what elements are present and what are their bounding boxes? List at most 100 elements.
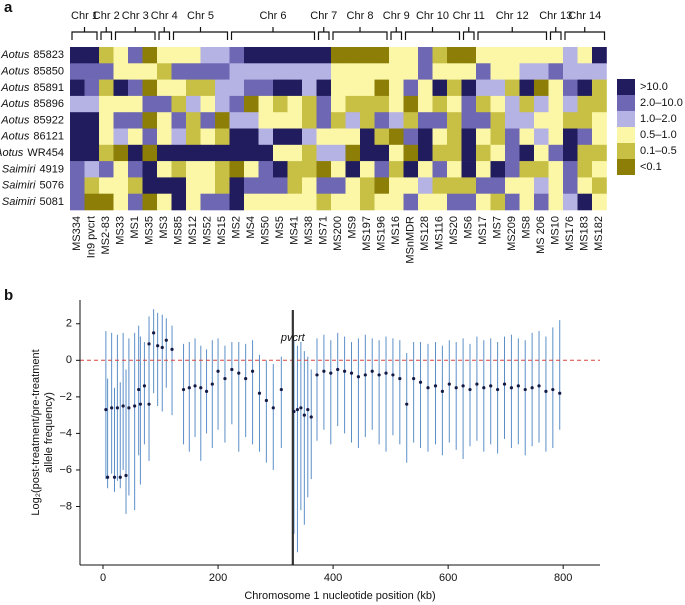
heatmap-cell [345, 79, 361, 97]
heatmap-cell [418, 79, 433, 97]
heatmap-cell [505, 177, 520, 194]
heatmap-cell [258, 128, 274, 146]
column-label: MS 206 [535, 216, 547, 254]
heatmap-cell [84, 47, 100, 64]
data-point [264, 398, 268, 403]
heatmap-cell [316, 177, 332, 194]
heatmap-cell [99, 63, 114, 80]
y-tick-label: 2 [66, 318, 72, 330]
heatmap-cell [215, 128, 230, 146]
heatmap-cell [258, 95, 274, 113]
data-point [502, 382, 507, 386]
heatmap-cell [84, 112, 100, 129]
heatmap-cell [592, 79, 607, 97]
column-label: MS334 [71, 216, 83, 251]
legend-swatch [617, 79, 635, 95]
heatmap-cell [360, 161, 375, 178]
heatmap-cell [200, 161, 216, 178]
heatmap-cell [505, 144, 520, 162]
heatmap-cell [345, 63, 361, 80]
column-label: MS10 [550, 216, 562, 245]
heatmap-cell [577, 193, 593, 211]
heatmap-cell [171, 177, 187, 194]
heatmap-cell [273, 193, 288, 211]
data-point [230, 367, 234, 372]
row-label: Aotus 85922 [0, 114, 64, 126]
heatmap-cell [244, 47, 259, 64]
heatmap-cell [244, 177, 259, 194]
data-point [170, 347, 174, 351]
heatmap-cell [418, 47, 433, 64]
chromosome-bracket [564, 27, 606, 40]
heatmap-cell [70, 177, 85, 194]
heatmap-cell [447, 112, 462, 129]
heatmap-cell [432, 161, 448, 178]
heatmap-cell [331, 144, 346, 162]
heatmap-cell [577, 128, 593, 146]
heatmap-cell [461, 112, 477, 129]
column-label: MS38 [303, 216, 315, 245]
data-point [475, 382, 479, 386]
chromosome-bracket [404, 27, 461, 40]
heatmap-cell [432, 128, 448, 146]
heatmap-cell [592, 95, 607, 113]
heatmap-cell [548, 193, 564, 211]
data-point [418, 380, 423, 384]
data-point [426, 386, 430, 390]
heatmap-cell [331, 95, 346, 113]
chromosome-bracket [114, 27, 156, 40]
legend-label: <0.1 [640, 161, 662, 173]
data-point [405, 402, 409, 406]
heatmap-cell [548, 144, 564, 162]
heatmap-cell [548, 63, 564, 80]
heatmap-cell [447, 63, 462, 80]
heatmap-cell [476, 161, 491, 178]
data-point [137, 387, 141, 392]
row-label: AotusWR454 [0, 147, 64, 159]
heatmap-cell [186, 161, 201, 178]
data-point [118, 475, 122, 479]
heatmap-cell [461, 63, 477, 80]
data-point [398, 376, 402, 381]
heatmap-cell [360, 128, 375, 146]
heatmap-cell [70, 63, 85, 80]
chromosome-label: Chr 2 [93, 10, 120, 22]
data-point [160, 345, 164, 350]
heatmap-cell [418, 144, 433, 162]
heatmap-cell [360, 112, 375, 129]
heatmap-cell [345, 128, 361, 146]
heatmap-cell [142, 144, 158, 162]
heatmap-cell [389, 112, 404, 129]
heatmap-cell [200, 47, 216, 64]
heatmap-cell [418, 193, 433, 211]
heatmap-cell [244, 63, 259, 80]
heatmap-cell [345, 193, 361, 211]
heatmap-cell [418, 161, 433, 178]
heatmap-cell [403, 112, 419, 129]
x-tick-label: 200 [209, 572, 227, 584]
heatmap-cell [374, 193, 390, 211]
data-point [104, 408, 108, 412]
row-genus: Aotus [0, 49, 30, 61]
heatmap-cell [577, 47, 593, 64]
heatmap-cell [229, 128, 245, 146]
heatmap-cell [287, 144, 303, 162]
heatmap-cell [418, 128, 433, 146]
heatmap-cell [563, 193, 578, 211]
row-genus: Saimiri [2, 196, 36, 208]
row-id: 85922 [33, 114, 64, 126]
chromosome-label: Chr 14 [568, 10, 601, 22]
heatmap-cell [519, 112, 535, 129]
data-point [343, 369, 347, 373]
heatmap-cell [389, 63, 404, 80]
heatmap-cell [70, 47, 85, 64]
heatmap-cell [128, 95, 143, 113]
row-id: 5081 [40, 196, 64, 208]
heatmap-cell [215, 112, 230, 129]
data-point [544, 389, 548, 393]
heatmap-cell [244, 161, 259, 178]
row-id: WR454 [27, 147, 64, 159]
heatmap-cell [200, 95, 216, 113]
heatmap-cell [302, 193, 317, 211]
